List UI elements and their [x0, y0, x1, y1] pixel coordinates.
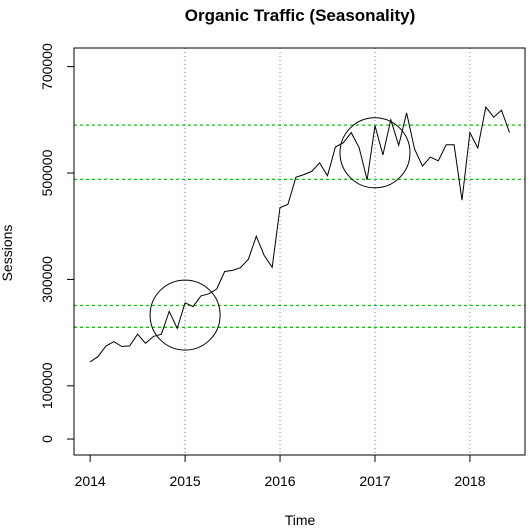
- x-tick-label: 2014: [75, 473, 106, 489]
- x-axis-label: Time: [285, 512, 316, 528]
- y-tick-label: 100000: [39, 362, 55, 409]
- plot-border: [73, 47, 526, 456]
- chart-title: Organic Traffic (Seasonality): [185, 6, 416, 25]
- series-group: [89, 105, 510, 363]
- y-tick-label: 300000: [39, 256, 55, 303]
- series-line: [89, 105, 510, 363]
- annotation-circle: [149, 279, 221, 351]
- x-tick-label: 2018: [454, 473, 485, 489]
- y-axis: 0 100000 300000 500000 700000: [39, 43, 75, 443]
- vertical-reference-lines: [184, 48, 471, 455]
- annotation-group: [149, 117, 411, 351]
- y-tick-label: 0: [39, 435, 55, 443]
- horizontal-reference-lines: [74, 124, 525, 328]
- x-tick-label: 2015: [170, 473, 201, 489]
- plot-area: [74, 48, 525, 455]
- y-tick-label: 500000: [39, 149, 55, 196]
- annotation-circle: [339, 117, 411, 189]
- x-tick-label: 2016: [264, 473, 295, 489]
- y-axis-label: Sessions: [0, 225, 15, 282]
- x-axis: 2014 2015 2016 2017 2018: [75, 454, 486, 489]
- x-tick-label: 2017: [359, 473, 390, 489]
- y-tick-label: 700000: [39, 43, 55, 90]
